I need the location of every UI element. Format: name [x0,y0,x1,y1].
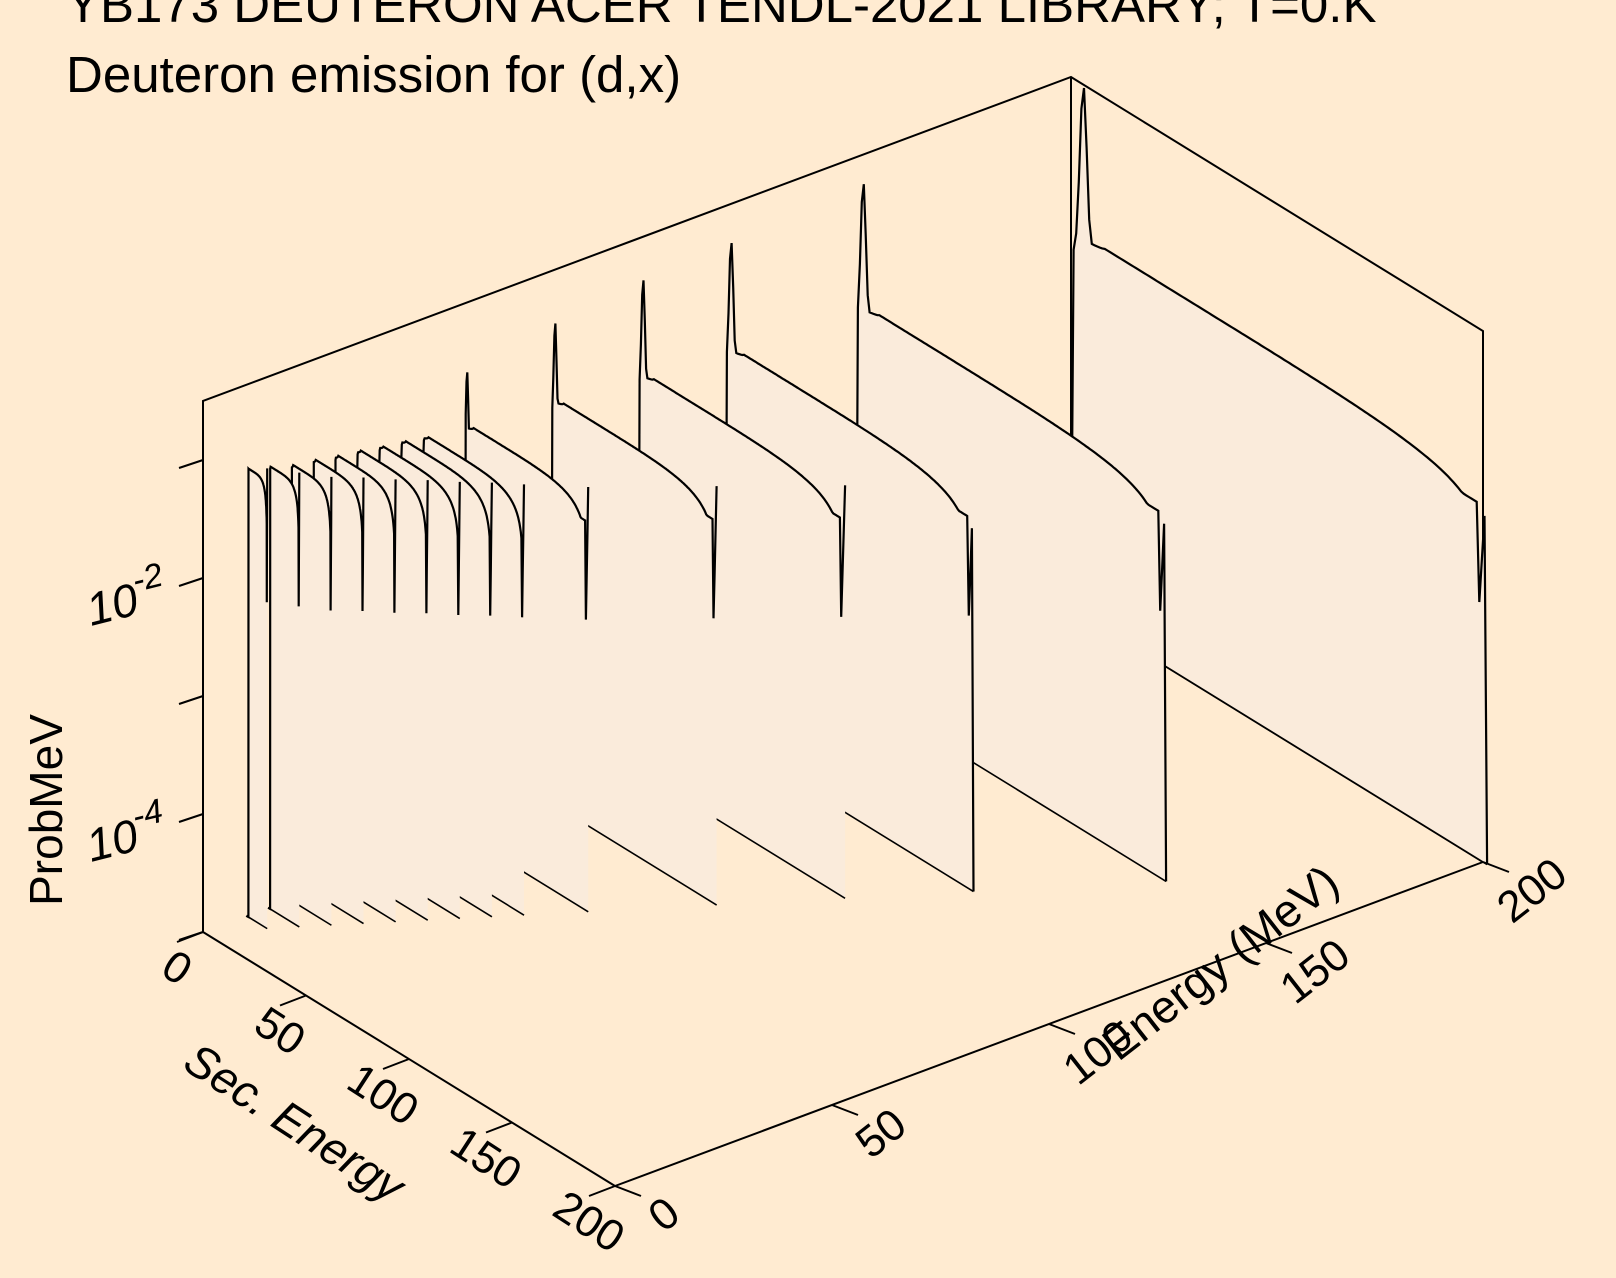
y-tick-50 [831,1104,859,1116]
series-fill-80 [550,323,717,905]
x-tick-100 [382,1058,410,1070]
series-floor-line-10 [245,915,268,930]
chart-title: YB173 DEUTERON ACER TENDL-2021 LIBRARY; … [66,0,1377,33]
y-tick-0 [614,1185,642,1197]
series-fill-20 [289,465,332,926]
series-fill-15 [268,466,300,927]
y-tick-200 [1482,861,1510,873]
series-line-50 [419,435,526,855]
z-tick--4 [178,813,204,823]
y-tick-150 [1265,942,1293,954]
series-line-10 [245,466,269,919]
series-line-30 [332,454,397,887]
series-line-120 [723,242,975,892]
series-line-45 [397,439,493,863]
z-axis-label: ProbMeV [20,714,72,906]
z-tick--2 [178,577,204,587]
series-line-25 [310,458,365,895]
series-line-150 [853,184,1168,882]
series-line-100 [636,280,847,773]
series-line-80 [549,323,718,805]
z-tick--3 [178,695,204,705]
z-tick--5 [178,931,204,941]
x-tick-50 [279,994,307,1007]
x-tick-150 [485,1121,513,1134]
z-tick-label--2: 10-2 [78,556,172,636]
z-tick--1 [178,459,204,469]
series-layer [245,87,1489,930]
series-line-40 [376,445,461,871]
series-floor-line-15 [267,907,300,928]
series-line-15 [267,465,301,911]
series-line-200 [1069,87,1489,865]
series-line-20 [289,463,333,903]
x-tick-200 [588,1185,616,1197]
series-line-60 [462,372,590,838]
series-line-35 [354,449,429,879]
series-fill-200 [1071,88,1488,865]
y-tick-100 [1048,1023,1076,1035]
series-fill-10 [246,468,268,929]
chart-subtitle: Deuteron emission for (d,x) [66,46,681,103]
